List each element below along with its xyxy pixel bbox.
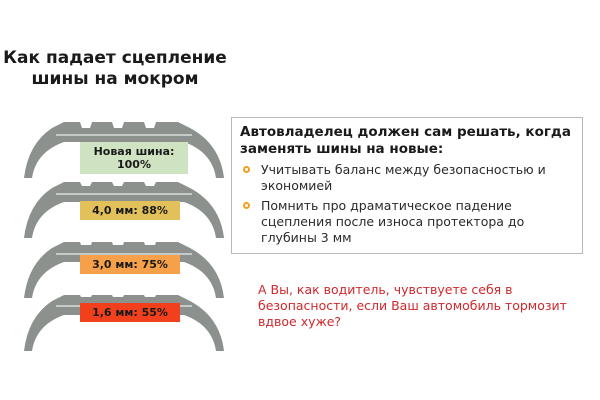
info-box-heading: Автовладелец должен сам решать, когда за… (240, 124, 571, 157)
tire-4mm: 4,0 мм: 88% (24, 174, 224, 238)
question-text: А Вы, как водитель, чувствуете себя в бе… (258, 282, 567, 329)
tire-profile-icon (24, 182, 224, 238)
bullet-text: Помнить про драматическое падение сцепле… (261, 198, 525, 245)
tire-profile-icon (24, 122, 224, 178)
bullet-circle-icon (243, 202, 250, 209)
page-title: Как падает сцепление шины на мокром (3, 48, 227, 89)
tire-new: Новая шина: 100% (24, 114, 224, 178)
tire-3mm: 3,0 мм: 75% (24, 234, 224, 298)
bullet-text: Учитывать баланс между безопасностью и э… (261, 162, 546, 193)
tire-label: 3,0 мм: 75% (80, 255, 180, 274)
bullet-circle-icon (243, 166, 250, 173)
tire-label: 4,0 мм: 88% (80, 201, 180, 220)
info-bullet: Учитывать баланс между безопасностью и э… (240, 162, 574, 194)
tire-label: Новая шина: 100% (80, 142, 188, 174)
tire-label: 1,6 мм: 55% (80, 303, 180, 322)
info-bullet: Помнить про драматическое падение сцепле… (240, 198, 574, 246)
info-box: Автовладелец должен сам решать, когда за… (231, 117, 583, 254)
tire-1-6mm: 1,6 мм: 55% (24, 287, 224, 351)
